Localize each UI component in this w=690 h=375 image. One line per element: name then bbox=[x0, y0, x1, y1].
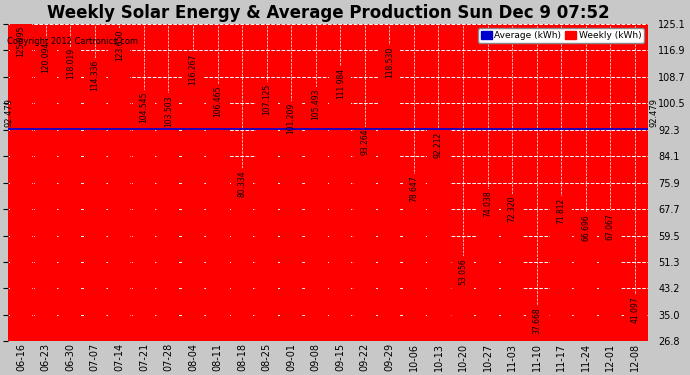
Bar bbox=[354, 126, 376, 341]
Bar bbox=[329, 66, 351, 341]
Bar bbox=[255, 82, 277, 341]
Title: Weekly Solar Energy & Average Production Sun Dec 9 07:52: Weekly Solar Energy & Average Production… bbox=[47, 4, 609, 22]
Bar bbox=[378, 45, 400, 341]
Text: 66.696: 66.696 bbox=[581, 214, 590, 241]
Bar bbox=[624, 295, 646, 341]
Text: 37.668: 37.668 bbox=[532, 308, 541, 334]
Bar bbox=[34, 40, 57, 341]
Text: 78.647: 78.647 bbox=[409, 176, 418, 202]
Bar bbox=[403, 174, 425, 341]
Bar bbox=[133, 90, 155, 341]
Bar bbox=[575, 212, 597, 341]
Bar bbox=[452, 256, 474, 341]
Text: 67.067: 67.067 bbox=[606, 213, 615, 240]
Bar bbox=[59, 46, 81, 341]
Text: Copyright 2012 Cartronics.com: Copyright 2012 Cartronics.com bbox=[7, 38, 138, 46]
Text: 92.212: 92.212 bbox=[434, 132, 443, 158]
Text: 80.334: 80.334 bbox=[237, 170, 246, 196]
Text: 118.530: 118.530 bbox=[385, 46, 394, 78]
Text: 72.320: 72.320 bbox=[508, 196, 517, 222]
Bar bbox=[280, 101, 302, 341]
Bar bbox=[305, 87, 327, 341]
Text: 93.264: 93.264 bbox=[360, 128, 369, 155]
Text: 74.038: 74.038 bbox=[483, 190, 492, 217]
Bar bbox=[206, 84, 228, 341]
Text: 106.465: 106.465 bbox=[213, 86, 222, 117]
Text: 118.019: 118.019 bbox=[66, 48, 75, 80]
Text: 103.503: 103.503 bbox=[164, 95, 173, 127]
Text: 107.125: 107.125 bbox=[262, 83, 271, 115]
Text: 53.056: 53.056 bbox=[459, 258, 468, 285]
Bar bbox=[108, 28, 130, 341]
Bar bbox=[599, 211, 622, 341]
Bar bbox=[157, 93, 179, 341]
Bar bbox=[231, 168, 253, 341]
Bar bbox=[477, 189, 499, 341]
Text: 92.479: 92.479 bbox=[4, 99, 13, 128]
Bar bbox=[182, 52, 204, 341]
Text: 105.493: 105.493 bbox=[311, 88, 320, 120]
Text: 111.984: 111.984 bbox=[336, 68, 345, 99]
Text: 123.650: 123.650 bbox=[115, 30, 124, 62]
Text: 116.267: 116.267 bbox=[188, 54, 197, 85]
Bar bbox=[83, 58, 106, 341]
Text: 120.094: 120.094 bbox=[41, 42, 50, 73]
Text: 104.545: 104.545 bbox=[139, 92, 148, 123]
Bar bbox=[526, 306, 548, 341]
Bar bbox=[550, 196, 572, 341]
Text: 114.336: 114.336 bbox=[90, 60, 99, 92]
Bar bbox=[501, 194, 523, 341]
Bar bbox=[10, 24, 32, 341]
Bar bbox=[427, 130, 449, 341]
Text: 71.812: 71.812 bbox=[557, 197, 566, 223]
Text: 41.097: 41.097 bbox=[631, 297, 640, 323]
Text: 92.479: 92.479 bbox=[650, 99, 659, 128]
Legend: Average (kWh), Weekly (kWh): Average (kWh), Weekly (kWh) bbox=[478, 28, 644, 43]
Text: 101.209: 101.209 bbox=[286, 102, 296, 134]
Text: 125.095: 125.095 bbox=[17, 26, 26, 57]
